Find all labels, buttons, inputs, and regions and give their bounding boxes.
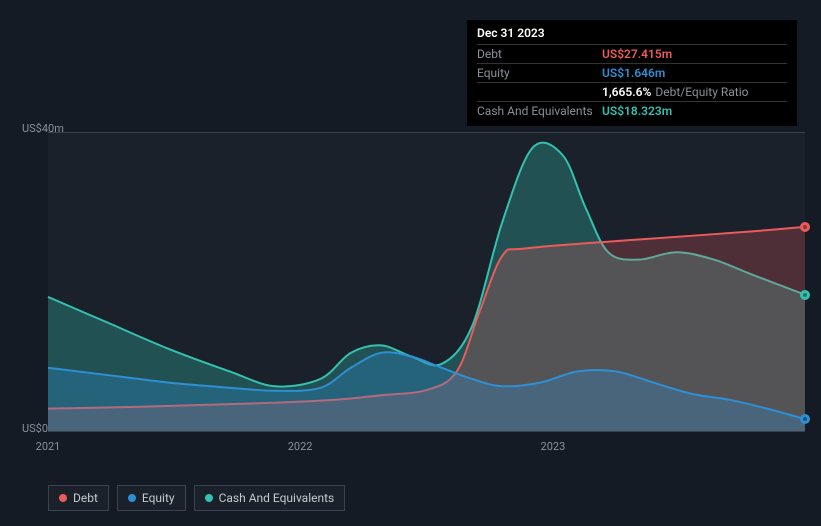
x-axis-label: 2023 (541, 440, 566, 453)
series-end-marker (800, 414, 810, 424)
tooltip-rows: DebtUS$27.415mEquityUS$1.646m1,665.6%Deb… (477, 45, 787, 120)
legend-item[interactable]: Debt (48, 485, 109, 511)
x-axis-label: 2021 (36, 440, 61, 453)
x-axis: 202120222023 (48, 440, 805, 460)
series-end-marker (800, 222, 810, 232)
tooltip-row-label (477, 85, 602, 99)
x-axis-label: 2022 (288, 440, 313, 453)
legend-item[interactable]: Equity (117, 485, 186, 511)
series-end-marker (800, 290, 810, 300)
tooltip-row: DebtUS$27.415m (477, 45, 787, 64)
tooltip-row-extra: Debt/Equity Ratio (655, 85, 748, 99)
legend-dot-icon (128, 494, 136, 502)
tooltip-row-value: US$1.646m (602, 66, 665, 80)
tooltip-date: Dec 31 2023 (477, 26, 787, 45)
plot-area[interactable] (48, 132, 805, 432)
legend-label: Equity (142, 491, 175, 505)
chart-tooltip: Dec 31 2023 DebtUS$27.415mEquityUS$1.646… (467, 20, 797, 126)
tooltip-row-value: 1,665.6% (602, 85, 651, 99)
chart-svg (48, 133, 805, 431)
legend-item[interactable]: Cash And Equivalents (194, 485, 346, 511)
y-axis-label-zero: US$0 (22, 422, 48, 435)
tooltip-row: EquityUS$1.646m (477, 64, 787, 83)
tooltip-row-label: Equity (477, 66, 602, 80)
legend-label: Cash And Equivalents (219, 491, 335, 505)
tooltip-row-value: US$18.323m (602, 104, 672, 118)
tooltip-row-label: Debt (477, 47, 602, 61)
legend-dot-icon (205, 494, 213, 502)
legend-label: Debt (73, 491, 98, 505)
chart-legend: Debt Equity Cash And Equivalents (48, 485, 345, 511)
tooltip-row: 1,665.6% Debt/Equity Ratio (477, 83, 787, 102)
tooltip-row-value: US$27.415m (602, 47, 672, 61)
tooltip-row-label: Cash And Equivalents (477, 104, 602, 118)
tooltip-row: Cash And EquivalentsUS$18.323m (477, 102, 787, 120)
legend-dot-icon (59, 494, 67, 502)
